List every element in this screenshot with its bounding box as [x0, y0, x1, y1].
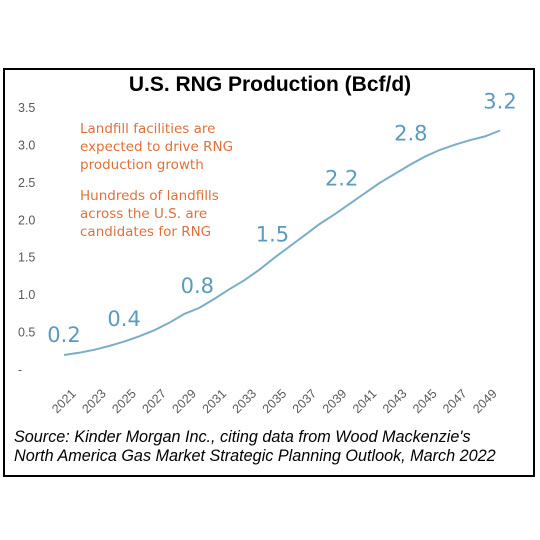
annotation-text: candidates for RNG	[80, 224, 211, 240]
x-axis: 2021 2023 2025 2027 2029 2031 2033 2035 2037 2039…	[49, 387, 500, 417]
x-tick-label: 2037	[290, 387, 320, 417]
data-label: 3.2	[483, 89, 516, 113]
x-tick-label: 2035	[260, 387, 290, 417]
x-tick-label: 2047	[440, 387, 470, 417]
y-tick-label: 2.0	[18, 213, 35, 227]
data-label: 2.8	[394, 121, 427, 145]
x-tick-label: 2025	[109, 387, 139, 417]
x-tick-label: 2049	[470, 387, 500, 417]
y-tick-label: -	[18, 363, 22, 377]
y-tick-label: 3.0	[18, 138, 35, 152]
x-tick-label: 2029	[169, 387, 199, 417]
production-line	[63, 129, 501, 356]
chart-frame	[3, 68, 535, 477]
data-label: 1.5	[256, 223, 289, 247]
x-tick-label: 2045	[410, 387, 440, 417]
y-tick-label: 3.5	[18, 101, 35, 115]
x-tick-label: 2041	[350, 387, 380, 417]
y-tick-label: 1.0	[18, 288, 35, 302]
x-tick-label: 2031	[200, 387, 230, 417]
x-tick-label: 2033	[230, 387, 260, 417]
x-tick-label: 2043	[380, 387, 410, 417]
data-label: 0.4	[107, 307, 140, 331]
y-tick-label: 0.5	[18, 326, 35, 340]
x-tick-label: 2023	[79, 387, 109, 417]
source-line-2: North America Gas Market Strategic Plann…	[14, 447, 496, 465]
annotation-text: across the U.S. are	[80, 206, 207, 222]
data-label: 0.2	[47, 323, 80, 347]
source-note: Source: Kinder Morgan Inc., citing data …	[14, 428, 530, 466]
data-label: 2.2	[325, 166, 358, 190]
annotation-text: Hundreds of landfills	[80, 188, 219, 204]
annotation-text: Landfill facilities are	[80, 121, 215, 137]
annotation-text: production growth	[80, 157, 204, 173]
data-labels: 0.2 0.4 0.8 1.5 2.2 2.8 3.2	[47, 89, 516, 347]
y-axis: - 0.5 1.0 1.5 2.0 2.5 3.0 3.5	[18, 101, 35, 377]
x-tick-label: 2039	[320, 387, 350, 417]
y-tick-label: 2.5	[18, 176, 35, 190]
y-tick-label: 1.5	[18, 251, 35, 265]
annotation-text: expected to drive RNG	[80, 139, 233, 155]
data-label: 0.8	[181, 274, 214, 298]
annotations: Landfill facilities are expected to drive…	[80, 121, 233, 240]
x-tick-label: 2021	[49, 387, 79, 417]
chart-title: U.S. RNG Production (Bcf/d)	[128, 73, 412, 96]
source-line-1: Source: Kinder Morgan Inc., citing data …	[14, 428, 471, 446]
x-tick-label: 2027	[139, 387, 169, 417]
